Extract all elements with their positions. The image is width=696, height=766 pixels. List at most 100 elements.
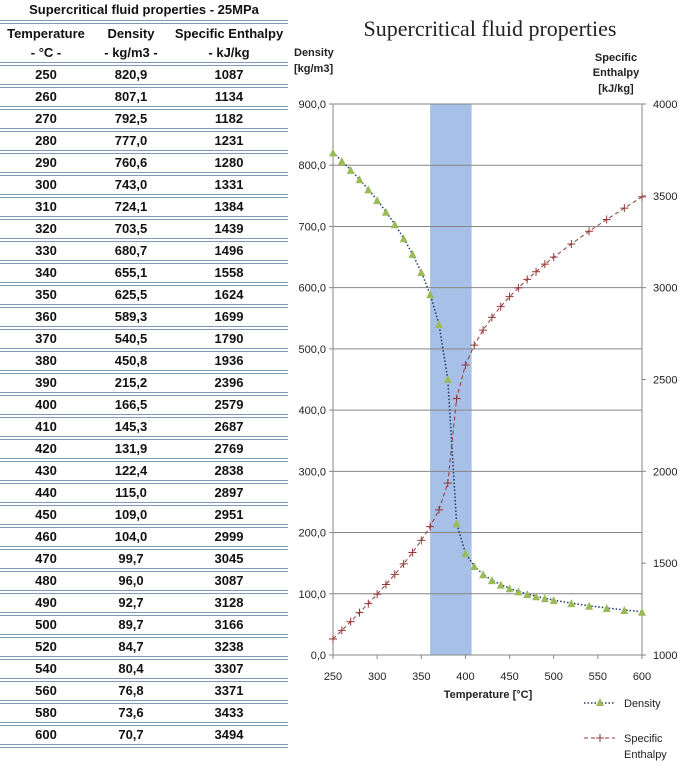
unit-density: - kg/m3 - bbox=[104, 45, 158, 60]
x-tick-label: 250 bbox=[324, 671, 342, 683]
right-axis-label-1: Specific bbox=[595, 52, 637, 64]
cell-enthalpy: 1558 bbox=[214, 265, 244, 280]
cell-density: 743,0 bbox=[114, 177, 148, 192]
right-tick-label: 3000 bbox=[653, 283, 677, 295]
cell-enthalpy: 1384 bbox=[214, 199, 244, 214]
cell-enthalpy: 3166 bbox=[214, 617, 244, 632]
cell-density: 777,0 bbox=[114, 133, 148, 148]
enthalpy-point bbox=[514, 283, 523, 292]
enthalpy-point bbox=[417, 536, 426, 545]
divider bbox=[0, 106, 288, 110]
enthalpy-point bbox=[390, 570, 399, 579]
cell-temperature: 370 bbox=[35, 331, 57, 346]
left-tick-label: 200,0 bbox=[298, 528, 326, 540]
table-row: 390 215,2 2396 bbox=[0, 374, 288, 392]
cell-temperature: 260 bbox=[35, 89, 57, 104]
cell-enthalpy: 3433 bbox=[214, 705, 244, 720]
divider bbox=[0, 20, 288, 24]
enthalpy-point bbox=[479, 326, 488, 335]
cell-temperature: 540 bbox=[35, 661, 57, 676]
cell-density: 99,7 bbox=[118, 551, 144, 566]
cell-temperature: 430 bbox=[35, 463, 57, 478]
density-point bbox=[337, 156, 346, 165]
divider bbox=[0, 524, 288, 528]
cell-temperature: 440 bbox=[35, 485, 57, 500]
cell-enthalpy: 2769 bbox=[214, 441, 244, 456]
right-tick-label: 2000 bbox=[653, 466, 677, 478]
x-tick-label: 400 bbox=[456, 671, 474, 683]
table-row: 260 807,1 1134 bbox=[0, 88, 288, 106]
cell-enthalpy: 2579 bbox=[214, 397, 244, 412]
unit-enthalpy: - kJ/kg bbox=[208, 45, 250, 60]
enthalpy-point bbox=[461, 360, 470, 369]
table-row: 470 99,7 3045 bbox=[0, 550, 288, 568]
divider bbox=[0, 172, 288, 176]
table-row: 440 115,0 2897 bbox=[0, 484, 288, 502]
cell-density: 166,5 bbox=[114, 397, 148, 412]
enthalpy-point bbox=[399, 559, 408, 568]
right-tick-label: 1000 bbox=[653, 650, 677, 662]
cell-density: 760,6 bbox=[114, 155, 148, 170]
enthalpy-point bbox=[337, 626, 346, 635]
density-point bbox=[452, 519, 461, 528]
cell-temperature: 420 bbox=[35, 441, 57, 456]
table-row: 450 109,0 2951 bbox=[0, 506, 288, 524]
cell-temperature: 390 bbox=[35, 375, 57, 390]
cell-temperature: 450 bbox=[35, 507, 57, 522]
table-row: 430 122,4 2838 bbox=[0, 462, 288, 480]
divider bbox=[0, 744, 288, 748]
divider bbox=[0, 238, 288, 242]
cell-enthalpy: 1182 bbox=[214, 111, 244, 126]
right-axis-label-2: Enthalpy bbox=[593, 67, 640, 79]
legend-density-marker bbox=[596, 698, 604, 706]
divider bbox=[0, 612, 288, 616]
cell-density: 73,6 bbox=[118, 705, 144, 720]
table-row: 540 80,4 3307 bbox=[0, 660, 288, 678]
left-axis-label-1: Density bbox=[294, 47, 335, 59]
cell-density: 820,9 bbox=[114, 67, 148, 82]
enthalpy-point bbox=[567, 239, 576, 248]
table-row: 600 70,7 3494 bbox=[0, 726, 288, 744]
cell-density: 92,7 bbox=[118, 595, 144, 610]
enthalpy-point bbox=[381, 580, 390, 589]
density-point bbox=[602, 603, 611, 612]
header-units-row: - °C - - kg/m3 - - kJ/kg bbox=[0, 43, 288, 62]
cell-temperature: 400 bbox=[35, 397, 57, 412]
density-point bbox=[355, 175, 364, 184]
x-tick-label: 550 bbox=[589, 671, 607, 683]
cell-enthalpy: 2396 bbox=[214, 375, 244, 390]
cell-enthalpy: 3371 bbox=[214, 683, 244, 698]
density-point bbox=[417, 268, 426, 277]
cell-temperature: 320 bbox=[35, 221, 57, 236]
cell-density: 807,1 bbox=[114, 89, 148, 104]
cell-temperature: 300 bbox=[35, 177, 57, 192]
table-row: 290 760,6 1280 bbox=[0, 154, 288, 172]
data-table: Supercritical fluid properties - 25MPa T… bbox=[0, 0, 288, 748]
cell-temperature: 500 bbox=[35, 617, 57, 632]
divider bbox=[0, 84, 288, 88]
density-point bbox=[638, 607, 646, 616]
density-point bbox=[399, 234, 408, 243]
enthalpy-point bbox=[452, 394, 461, 403]
divider bbox=[0, 700, 288, 704]
cell-density: 122,4 bbox=[114, 463, 148, 478]
divider bbox=[0, 348, 288, 352]
cell-temperature: 310 bbox=[35, 199, 57, 214]
table-row: 360 589,3 1699 bbox=[0, 308, 288, 326]
enthalpy-point bbox=[532, 267, 541, 276]
table-row: 400 166,5 2579 bbox=[0, 396, 288, 414]
cell-density: 703,5 bbox=[114, 221, 148, 236]
cell-enthalpy: 3128 bbox=[214, 595, 244, 610]
legend-enthalpy-marker bbox=[596, 734, 604, 742]
table-row: 280 777,0 1231 bbox=[0, 132, 288, 150]
density-point bbox=[514, 587, 523, 596]
density-point bbox=[381, 207, 390, 216]
left-tick-label: 0,0 bbox=[311, 650, 326, 662]
density-point bbox=[505, 584, 514, 593]
cell-temperature: 520 bbox=[35, 639, 57, 654]
enthalpy-point bbox=[549, 253, 558, 262]
cell-temperature: 490 bbox=[35, 595, 57, 610]
divider bbox=[0, 150, 288, 154]
cell-density: 724,1 bbox=[114, 199, 148, 214]
left-tick-label: 800,0 bbox=[298, 160, 326, 172]
